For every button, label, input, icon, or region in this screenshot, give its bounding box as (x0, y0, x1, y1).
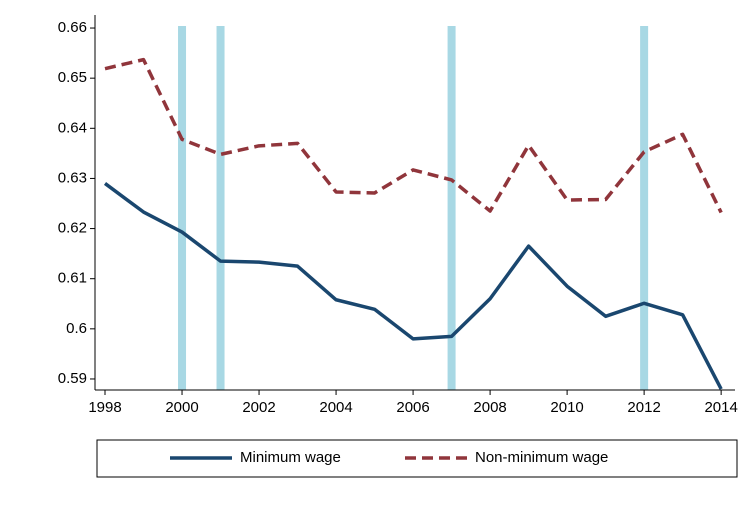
y-tick-label: 0.62 (58, 220, 87, 237)
series-line (104, 57, 723, 214)
band (178, 26, 187, 390)
x-tick-label: 2006 (396, 399, 429, 416)
y-tick-label: 0.65 (58, 69, 87, 86)
legend-label: Non-minimum wage (475, 449, 608, 466)
x-tick-label: 2014 (704, 399, 737, 416)
y-tick-label: 0.61 (58, 270, 87, 287)
x-tick-label: 2012 (627, 399, 660, 416)
y-tick-label: 0.64 (58, 119, 87, 136)
x-tick-label: 2000 (165, 399, 198, 416)
x-tick-label: 2002 (242, 399, 275, 416)
y-tick-label: 0.6 (66, 320, 87, 337)
band (447, 26, 456, 390)
band (216, 26, 225, 390)
x-tick-label: 2008 (473, 399, 506, 416)
series-line (103, 182, 723, 390)
y-tick-label: 0.63 (58, 169, 87, 186)
x-tick-label: 1998 (88, 399, 121, 416)
band (640, 26, 649, 390)
x-tick-label: 2004 (319, 399, 352, 416)
y-tick-label: 0.66 (58, 19, 87, 36)
x-tick-label: 2010 (550, 399, 583, 416)
legend-label: Minimum wage (240, 449, 341, 466)
y-tick-label: 0.59 (58, 370, 87, 387)
